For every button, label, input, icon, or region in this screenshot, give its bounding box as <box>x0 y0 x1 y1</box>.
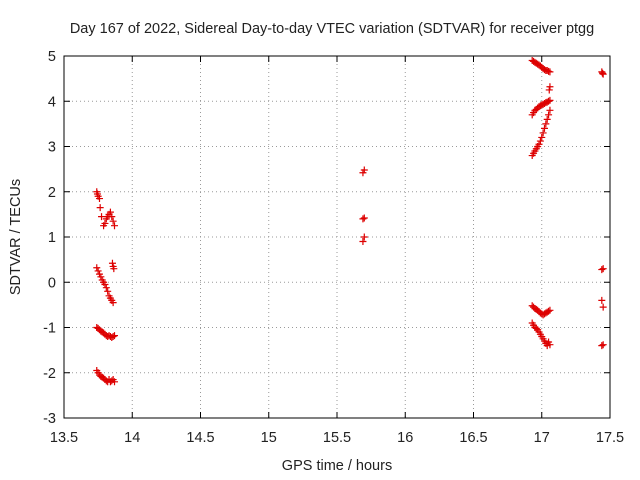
data-point <box>359 238 367 246</box>
data-point <box>98 213 106 221</box>
data-point <box>109 299 117 307</box>
data-point <box>360 166 368 174</box>
data-point <box>598 342 606 350</box>
data-point <box>598 296 606 304</box>
data-point <box>546 83 554 91</box>
data-point <box>542 120 550 128</box>
data-point <box>532 324 540 332</box>
data-point <box>536 137 544 145</box>
data-point <box>101 281 109 289</box>
data-point <box>109 333 117 341</box>
y-tick-label: -2 <box>43 366 56 382</box>
x-tick-label: 15 <box>261 430 277 446</box>
y-tick-label: 3 <box>48 140 56 156</box>
data-point <box>545 86 553 94</box>
data-point <box>546 306 554 314</box>
x-tick-label: 13.5 <box>50 430 78 446</box>
y-tick-label: 4 <box>48 94 56 110</box>
data-point <box>111 222 119 230</box>
data-points <box>93 57 607 386</box>
data-point <box>538 133 546 141</box>
y-tick-label: 1 <box>48 230 56 246</box>
x-tick-labels: 13.5 14 14.5 15 15.5 16 16.5 17 17.5 <box>50 430 624 446</box>
data-point <box>535 140 543 148</box>
data-point <box>102 284 110 292</box>
data-point <box>546 341 554 349</box>
data-point <box>111 378 119 386</box>
data-point <box>360 233 368 241</box>
chart-title: Day 167 of 2022, Sidereal Day-to-day VTE… <box>70 21 594 37</box>
data-point <box>95 195 103 203</box>
data-point <box>93 264 101 272</box>
x-tick-label: 15.5 <box>323 430 351 446</box>
data-point <box>545 307 553 315</box>
data-point <box>540 124 548 132</box>
data-point <box>598 266 606 274</box>
x-tick-label: 14.5 <box>186 430 214 446</box>
data-point <box>360 214 368 222</box>
data-point <box>599 265 607 273</box>
data-point <box>599 303 607 311</box>
x-tick-label: 16 <box>397 430 413 446</box>
data-point <box>110 265 118 273</box>
x-tick-label: 16.5 <box>459 430 487 446</box>
data-point <box>104 287 112 295</box>
x-axis-label: GPS time / hours <box>282 458 392 474</box>
y-tick-label: 0 <box>48 275 56 291</box>
data-point <box>108 213 116 221</box>
data-point <box>545 97 553 105</box>
x-tick-label: 17.5 <box>596 430 624 446</box>
data-point <box>359 215 367 223</box>
data-point <box>545 111 553 119</box>
data-point <box>108 259 116 267</box>
data-point <box>546 96 554 104</box>
x-tick-label: 17 <box>534 430 550 446</box>
axis-ticks <box>63 55 611 419</box>
data-point <box>598 69 606 77</box>
y-axis-label: SDTVAR / TECUs <box>8 179 24 295</box>
grid-layer <box>64 56 610 418</box>
data-point <box>599 70 607 78</box>
data-point <box>106 208 114 216</box>
data-point <box>111 332 119 340</box>
data-point <box>543 115 551 123</box>
y-tick-label: -3 <box>43 411 56 427</box>
y-tick-label: 5 <box>48 49 56 65</box>
data-point <box>97 273 105 281</box>
y-tick-label: 2 <box>48 185 56 201</box>
y-tick-labels: -3 -2 -1 0 1 2 3 4 5 <box>43 49 56 427</box>
data-point <box>546 106 554 114</box>
data-point <box>599 341 607 349</box>
data-point <box>101 219 109 227</box>
data-point <box>109 217 117 225</box>
x-tick-label: 14 <box>124 430 140 446</box>
data-point <box>96 204 104 212</box>
data-point <box>539 129 547 137</box>
data-point <box>94 267 102 275</box>
data-point <box>546 68 554 76</box>
y-tick-label: -1 <box>43 321 56 337</box>
